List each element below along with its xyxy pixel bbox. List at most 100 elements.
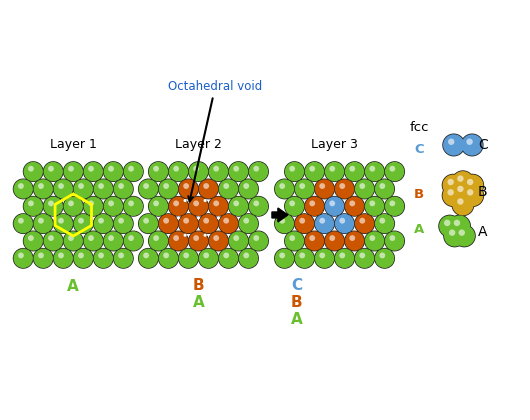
Circle shape <box>385 197 404 216</box>
Circle shape <box>23 197 43 216</box>
Circle shape <box>359 183 365 189</box>
Circle shape <box>28 235 34 241</box>
Circle shape <box>315 249 334 268</box>
Circle shape <box>168 196 189 217</box>
Circle shape <box>169 197 188 216</box>
Text: C: C <box>291 278 302 293</box>
Circle shape <box>84 231 103 251</box>
Circle shape <box>113 178 134 200</box>
Circle shape <box>374 178 395 200</box>
Circle shape <box>218 248 239 269</box>
Circle shape <box>33 178 54 200</box>
Circle shape <box>68 200 74 206</box>
Circle shape <box>448 215 471 238</box>
Circle shape <box>208 161 229 182</box>
Circle shape <box>83 196 104 217</box>
Circle shape <box>199 214 218 234</box>
Circle shape <box>64 162 83 181</box>
Circle shape <box>284 161 305 182</box>
Circle shape <box>457 186 464 192</box>
Circle shape <box>28 200 34 206</box>
Circle shape <box>213 166 219 172</box>
Circle shape <box>374 213 395 234</box>
Circle shape <box>143 218 149 223</box>
Circle shape <box>123 231 143 251</box>
Circle shape <box>149 231 168 251</box>
Circle shape <box>443 224 466 247</box>
Circle shape <box>123 196 144 217</box>
Circle shape <box>143 183 149 189</box>
Circle shape <box>345 231 364 251</box>
Circle shape <box>183 199 187 202</box>
Circle shape <box>103 161 124 182</box>
Circle shape <box>64 197 83 216</box>
Circle shape <box>84 197 103 216</box>
Circle shape <box>73 248 94 269</box>
Circle shape <box>139 179 158 199</box>
Circle shape <box>217 216 220 219</box>
Circle shape <box>314 178 335 200</box>
Circle shape <box>304 196 325 217</box>
Circle shape <box>113 213 134 234</box>
Circle shape <box>28 166 34 172</box>
Text: B: B <box>478 185 488 199</box>
Circle shape <box>143 252 149 258</box>
Circle shape <box>461 184 484 207</box>
Circle shape <box>213 200 219 206</box>
Circle shape <box>454 220 460 226</box>
Circle shape <box>285 231 304 251</box>
Text: B: B <box>414 188 424 201</box>
Circle shape <box>314 248 335 269</box>
Circle shape <box>104 162 123 181</box>
Circle shape <box>443 185 464 206</box>
Circle shape <box>447 189 454 196</box>
Circle shape <box>48 166 54 172</box>
Circle shape <box>209 197 228 216</box>
Circle shape <box>294 213 315 234</box>
Circle shape <box>88 166 94 172</box>
Circle shape <box>103 231 124 252</box>
Circle shape <box>158 214 178 234</box>
Circle shape <box>98 218 104 223</box>
Circle shape <box>163 252 169 258</box>
Circle shape <box>310 166 315 172</box>
Circle shape <box>375 249 394 268</box>
Circle shape <box>457 198 464 205</box>
Circle shape <box>365 162 384 181</box>
Text: Layer 2: Layer 2 <box>175 138 222 151</box>
Circle shape <box>379 252 385 258</box>
Circle shape <box>58 183 64 189</box>
Circle shape <box>219 214 238 234</box>
Circle shape <box>285 197 304 216</box>
Circle shape <box>68 235 74 241</box>
Circle shape <box>188 196 209 217</box>
Circle shape <box>355 214 374 234</box>
Circle shape <box>149 162 168 181</box>
Circle shape <box>148 196 169 217</box>
Circle shape <box>229 162 248 181</box>
Circle shape <box>148 161 169 182</box>
Circle shape <box>163 183 169 189</box>
Circle shape <box>315 179 334 199</box>
Circle shape <box>345 162 364 181</box>
Circle shape <box>239 249 258 268</box>
Circle shape <box>452 181 474 203</box>
Circle shape <box>63 161 84 182</box>
Circle shape <box>243 183 249 189</box>
Text: A: A <box>291 312 303 327</box>
Circle shape <box>228 231 249 252</box>
Circle shape <box>379 218 385 223</box>
Circle shape <box>444 220 450 226</box>
Circle shape <box>179 179 198 199</box>
Circle shape <box>203 252 209 258</box>
Circle shape <box>442 134 465 156</box>
Circle shape <box>438 215 461 238</box>
Circle shape <box>325 197 344 216</box>
Circle shape <box>289 200 295 206</box>
Circle shape <box>315 214 334 234</box>
Circle shape <box>385 162 404 181</box>
Circle shape <box>218 213 239 234</box>
Circle shape <box>299 183 305 189</box>
Circle shape <box>48 235 54 241</box>
Circle shape <box>118 252 124 258</box>
